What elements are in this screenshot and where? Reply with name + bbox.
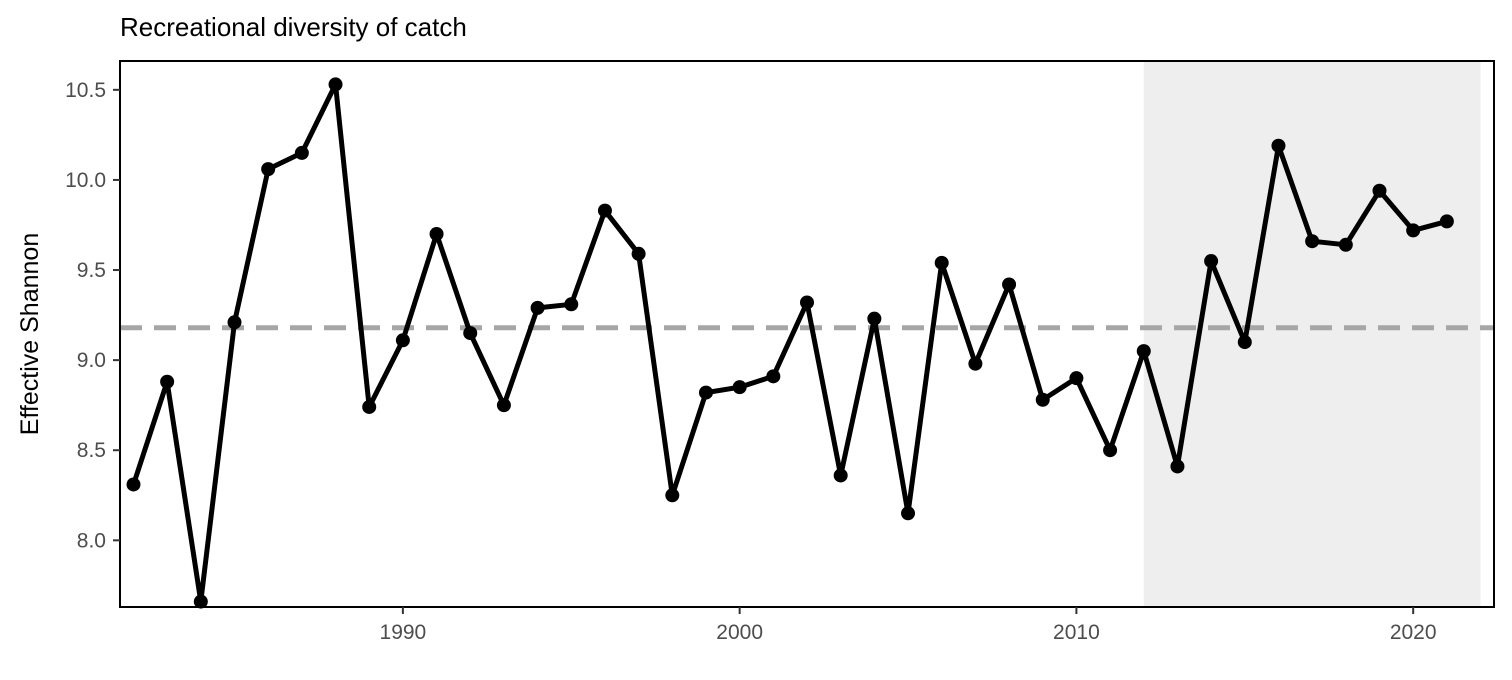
data-point xyxy=(1305,234,1320,249)
data-point xyxy=(126,477,141,492)
data-point xyxy=(1237,335,1252,350)
data-point xyxy=(631,246,646,261)
data-point xyxy=(800,295,814,310)
data-point xyxy=(1372,183,1387,198)
data-point xyxy=(867,311,882,326)
plot-panel-border xyxy=(119,60,1495,608)
data-point xyxy=(160,374,175,389)
data-point xyxy=(1170,459,1185,474)
y-tick-label: 8.5 xyxy=(77,439,106,462)
y-tick-label: 10.0 xyxy=(65,169,106,192)
x-tick-label: 2020 xyxy=(1390,621,1437,644)
data-point xyxy=(1136,344,1151,359)
data-point xyxy=(1069,371,1084,386)
x-tick-label: 1990 xyxy=(380,621,427,644)
data-point xyxy=(732,380,747,395)
data-point xyxy=(294,145,309,160)
data-point xyxy=(934,255,949,270)
y-tick-label: 8.0 xyxy=(77,529,106,552)
data-point xyxy=(1271,138,1286,153)
data-point xyxy=(833,468,848,483)
data-point xyxy=(429,226,444,241)
data-point xyxy=(1002,277,1017,292)
y-tick-label: 9.0 xyxy=(77,349,106,372)
y-tick-label: 9.5 xyxy=(77,259,106,282)
data-point xyxy=(1338,237,1353,252)
chart-title: Recreational diversity of catch xyxy=(120,12,467,42)
data-point xyxy=(564,297,579,312)
x-tick-label: 2010 xyxy=(1053,621,1100,644)
data-point xyxy=(1439,214,1454,229)
data-point xyxy=(766,369,781,384)
data-point xyxy=(193,594,208,609)
data-point xyxy=(597,203,612,218)
y-axis-title: Effective Shannon xyxy=(16,233,44,435)
data-point xyxy=(496,398,511,413)
data-point xyxy=(261,162,276,177)
data-point xyxy=(395,333,410,348)
x-tick-label: 2000 xyxy=(716,621,763,644)
data-point xyxy=(1035,392,1050,407)
series-line xyxy=(131,81,1450,605)
data-point xyxy=(463,326,478,341)
y-tick-label: 10.5 xyxy=(65,79,106,102)
data-point xyxy=(1204,254,1219,269)
shaded-region xyxy=(1143,61,1481,607)
data-point xyxy=(698,385,713,400)
data-point xyxy=(1406,223,1421,238)
data-point xyxy=(227,315,242,330)
data-point xyxy=(665,488,680,503)
data-point xyxy=(328,77,343,92)
data-point xyxy=(901,506,916,521)
data-point xyxy=(530,300,545,315)
data-point xyxy=(968,356,983,371)
data-point xyxy=(362,399,377,414)
data-point xyxy=(1103,443,1118,458)
